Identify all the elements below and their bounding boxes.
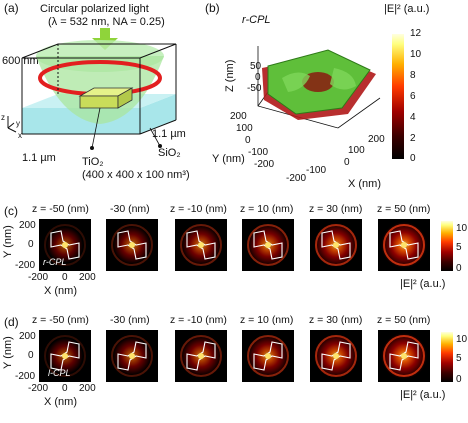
light-params: (λ = 532 nm, NA = 0.25) bbox=[48, 16, 165, 28]
axis-triad-icon bbox=[7, 116, 17, 133]
light-title: Circular polarized light bbox=[40, 3, 149, 15]
b-z-tick-1: 0 bbox=[255, 72, 261, 83]
c-pol-label: r-CPL bbox=[43, 257, 67, 267]
depth-right-label: 1.1 µm bbox=[152, 128, 186, 140]
b-cbar-tick-3: 6 bbox=[410, 91, 416, 102]
simulation-box-diagram bbox=[7, 28, 177, 150]
c-zhead-1: -30 (nm) bbox=[110, 203, 150, 215]
d-cbar-label: |E|² (a.u.) bbox=[400, 389, 446, 401]
c-map-1 bbox=[106, 219, 158, 271]
c-x-tick-2: 200 bbox=[79, 272, 96, 283]
b-z-tick-0: 50 bbox=[250, 61, 262, 72]
c-cbar-tick-1: 5 bbox=[456, 242, 462, 253]
b-x-tick-1: -100 bbox=[306, 165, 327, 176]
axis-y-label: y bbox=[16, 119, 20, 128]
b-colorbar bbox=[392, 34, 404, 159]
c-cbar-label: |E|² (a.u.) bbox=[400, 278, 446, 290]
c-zhead-0: z = -50 (nm) bbox=[32, 203, 89, 215]
isosurface-hole bbox=[302, 72, 334, 92]
axis-x-label: x bbox=[18, 131, 22, 140]
panel-d-letter: (d) bbox=[4, 315, 19, 329]
d-zhead-4: z = 30 (nm) bbox=[309, 314, 363, 326]
particle-dims: (400 x 400 x 100 nm³) bbox=[82, 169, 190, 181]
b-cbar-tick-0: 12 bbox=[410, 28, 422, 39]
c-zhead-3: z = 10 (nm) bbox=[240, 203, 294, 215]
d-y-tick-0: 200 bbox=[19, 331, 36, 342]
b-y-tick-0: 200 bbox=[230, 111, 247, 122]
d-map-5 bbox=[378, 330, 430, 382]
d-zhead-0: z = -50 (nm) bbox=[32, 314, 89, 326]
d-pol-label: l-CPL bbox=[48, 368, 71, 378]
b-zlabel: Z (nm) bbox=[224, 59, 236, 92]
simulation-box-outline bbox=[21, 43, 177, 135]
panel-c-letter: (c) bbox=[4, 204, 18, 218]
d-map-4 bbox=[310, 330, 362, 382]
c-zhead-5: z = 50 (nm) bbox=[377, 203, 431, 215]
b-x-tick-4: 200 bbox=[368, 134, 385, 145]
c-map-3 bbox=[242, 219, 294, 271]
c-zhead-4: z = 30 (nm) bbox=[309, 203, 363, 215]
d-zhead-3: z = 10 (nm) bbox=[240, 314, 294, 326]
b-cbar-tick-6: 0 bbox=[410, 153, 416, 164]
d-x-tick-1: 0 bbox=[62, 383, 68, 394]
b-xlabel: X (nm) bbox=[348, 178, 381, 190]
particle-label: TiO₂ bbox=[82, 156, 104, 168]
d-map-1 bbox=[106, 330, 158, 382]
d-map-0 bbox=[39, 330, 91, 382]
d-map-2 bbox=[175, 330, 227, 382]
b-y-tick-4: -200 bbox=[254, 159, 275, 170]
d-colorbar bbox=[441, 332, 453, 382]
d-map-3 bbox=[242, 330, 294, 382]
d-cbar-tick-0: 10 bbox=[456, 334, 468, 345]
c-map-5 bbox=[378, 219, 430, 271]
b-y-tick-2: 0 bbox=[245, 135, 251, 146]
panel-b-letter: (b) bbox=[205, 1, 220, 15]
c-zhead-2: z = -10 (nm) bbox=[170, 203, 227, 215]
b-cbar-tick-5: 2 bbox=[410, 133, 416, 144]
substrate-label: SiO₂ bbox=[158, 147, 181, 159]
particle-side bbox=[117, 87, 133, 109]
d-x-tick-2: 200 bbox=[79, 383, 96, 394]
b-x-tick-3: 100 bbox=[348, 145, 365, 156]
b-x-tick-2: 0 bbox=[344, 157, 350, 168]
b-cbar-tick-1: 10 bbox=[410, 49, 422, 60]
d-zhead-1: -30 (nm) bbox=[110, 314, 150, 326]
d-cbar-tick-1: 5 bbox=[456, 353, 462, 364]
c-y-tick-2: -200 bbox=[15, 260, 36, 271]
b-y-tick-1: 100 bbox=[236, 123, 253, 134]
c-cbar-tick-0: 10 bbox=[456, 223, 468, 234]
d-cbar-tick-2: 0 bbox=[456, 374, 462, 385]
d-zhead-2: z = -10 (nm) bbox=[170, 314, 227, 326]
c-cbar-tick-2: 0 bbox=[456, 263, 462, 274]
d-zhead-5: z = 50 (nm) bbox=[377, 314, 431, 326]
c-y-tick-1: 0 bbox=[28, 239, 34, 250]
b-cbar-tick-4: 4 bbox=[410, 112, 416, 123]
c-y-tick-0: 200 bbox=[19, 220, 36, 231]
d-y-tick-1: 0 bbox=[28, 350, 34, 361]
d-ylabel: Y (nm) bbox=[2, 336, 14, 369]
d-xlabel: X (nm) bbox=[44, 396, 77, 408]
c-colorbar bbox=[441, 221, 453, 271]
field-3d-render bbox=[257, 46, 381, 129]
c-map-0 bbox=[39, 219, 91, 271]
c-ylabel: Y (nm) bbox=[2, 225, 14, 258]
d-y-tick-2: -200 bbox=[15, 371, 36, 382]
c-x-tick-0: -200 bbox=[28, 272, 49, 283]
c-x-tick-1: 0 bbox=[62, 272, 68, 283]
b-x-tick-0: -200 bbox=[286, 173, 307, 184]
b-ylabel: Y (nm) bbox=[212, 153, 245, 165]
panel-a-letter: (a) bbox=[4, 1, 19, 15]
c-map-2 bbox=[175, 219, 227, 271]
d-x-tick-0: -200 bbox=[28, 383, 49, 394]
b-cbar-label: |E|² (a.u.) bbox=[384, 3, 430, 15]
panel-b-polarization: r-CPL bbox=[242, 14, 271, 26]
b-z-tick-2: -50 bbox=[247, 83, 262, 94]
c-xlabel: X (nm) bbox=[44, 285, 77, 297]
axis-z-label: z bbox=[1, 113, 5, 122]
b-cbar-tick-2: 8 bbox=[410, 70, 416, 81]
b-y-tick-3: -100 bbox=[248, 147, 269, 158]
width-bottom-label: 1.1 µm bbox=[22, 152, 56, 164]
particle-front bbox=[79, 95, 119, 109]
c-map-4 bbox=[310, 219, 362, 271]
